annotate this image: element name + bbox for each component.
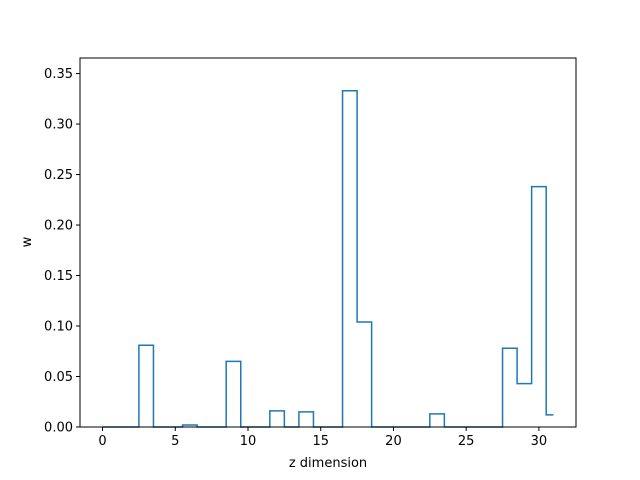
y-tick-label: 0.30 [44, 118, 73, 133]
x-tick-label: 25 [458, 434, 475, 449]
x-tick-label: 5 [171, 434, 179, 449]
y-tick-label: 0.05 [44, 370, 73, 385]
y-tick-label: 0.25 [44, 168, 73, 183]
x-axis-label: z dimension [289, 456, 367, 471]
x-axis-ticks: 0 5 10 15 20 25 30 [98, 427, 547, 449]
x-tick-label: 10 [240, 434, 257, 449]
y-axis-label: w [20, 236, 35, 247]
y-tick-label: 0.35 [44, 67, 73, 82]
x-tick-label: 30 [531, 434, 548, 449]
x-tick-label: 15 [312, 434, 329, 449]
x-tick-label: 0 [98, 434, 106, 449]
axes-frame [79, 57, 577, 428]
y-tick-label: 0.10 [44, 320, 73, 335]
y-tick-label: 0.00 [44, 421, 73, 436]
y-axis-ticks: 0.00 0.05 0.10 0.15 0.20 0.25 0.30 0.35 [44, 67, 80, 436]
y-tick-label: 0.15 [44, 269, 73, 284]
x-tick-label: 20 [385, 434, 402, 449]
y-tick-label: 0.20 [44, 219, 73, 234]
